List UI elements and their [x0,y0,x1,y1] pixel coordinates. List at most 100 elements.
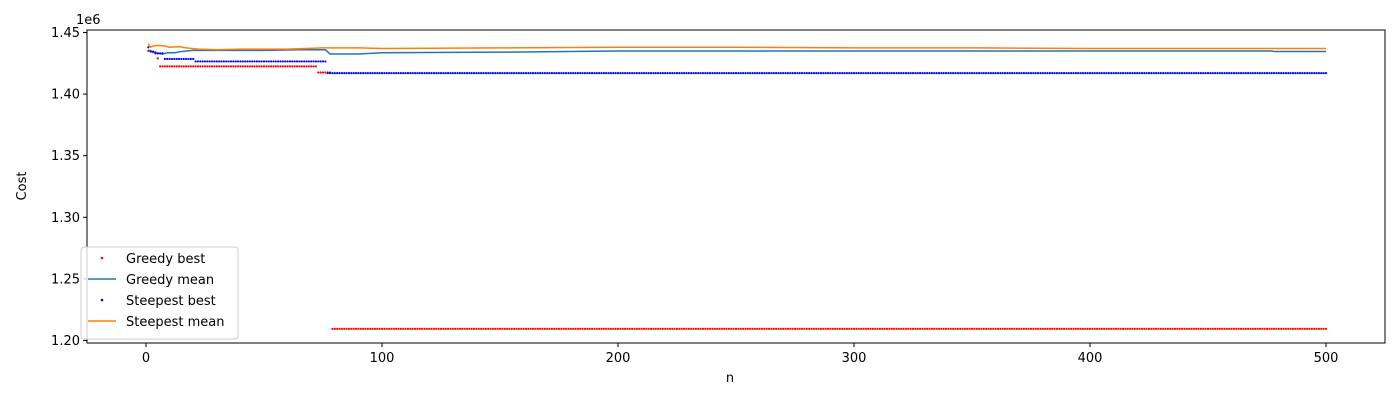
data-point [303,65,306,68]
data-point [255,60,259,63]
legend-point-marker [100,256,104,260]
data-point [1232,72,1236,75]
data-point [1138,327,1141,330]
data-point [574,327,577,330]
data-point [1249,72,1252,75]
data-point [1294,72,1297,75]
data-point [317,71,320,74]
data-point [1291,327,1295,330]
data-point [175,57,178,61]
data-point [291,60,294,63]
data-point [564,72,568,75]
data-point [541,327,544,330]
data-point [572,327,575,330]
data-point [404,327,407,330]
data-point [321,71,325,74]
data-point [888,72,891,75]
data-point [147,46,150,49]
data-point [352,72,355,75]
data-point [867,327,870,330]
data-point [456,72,459,75]
x-tick-label: 300 [842,351,867,366]
data-point [1237,327,1240,330]
data-point [161,65,164,68]
data-point [1275,72,1278,75]
data-point [1117,327,1120,330]
data-point [1046,72,1049,75]
data-point [848,327,851,330]
data-point [1237,72,1240,75]
data-point [838,72,841,75]
data-point [350,327,353,330]
data-point [716,72,719,75]
data-point [1110,72,1113,75]
data-point [555,327,558,330]
data-point [987,72,990,75]
data-point [215,65,218,68]
data-point [418,72,421,75]
data-point [1261,327,1264,330]
data-point [746,327,749,330]
data-point [225,65,228,68]
data-point [1105,72,1108,75]
data-point [723,72,726,75]
data-point [803,72,806,75]
data-point [647,72,650,75]
data-point [805,327,808,330]
data-point [916,327,919,330]
data-point [307,65,310,68]
data-point [942,327,945,330]
data-point [734,72,738,75]
data-point [921,327,924,330]
data-point [1131,72,1134,75]
data-point [1136,72,1139,75]
data-point [340,72,343,75]
data-point [246,60,249,63]
x-tick-label: 500 [1314,351,1339,366]
data-point [966,72,969,75]
data-point [862,327,865,330]
data-point [1084,327,1087,330]
series-layer [147,43,1328,330]
data-point [286,65,289,68]
data-point [1228,72,1231,75]
data-point [782,327,785,330]
data-point [371,72,374,75]
data-point [678,72,681,75]
data-point [373,72,377,75]
data-point [156,52,159,55]
data-point [635,327,638,330]
data-point [494,72,497,75]
data-point [1124,72,1127,75]
data-point [871,327,874,330]
data-point [1171,327,1174,330]
y-tick-label: 1.40 [51,88,80,103]
data-point [1301,327,1304,330]
data-point [857,327,860,330]
data-point [727,72,731,75]
data-point [1251,72,1254,75]
data-point [1119,327,1122,330]
data-point [560,327,563,330]
data-point [451,327,454,330]
data-point [180,57,183,61]
data-point [303,60,306,63]
data-point [564,327,568,330]
data-point [852,72,856,75]
data-point [307,60,310,63]
data-point [1121,327,1125,330]
data-point [758,327,761,330]
data-point [890,327,893,330]
data-point [1289,72,1292,75]
data-point [333,72,336,75]
data-point [1032,327,1035,330]
data-point [272,65,275,68]
data-point [208,65,211,68]
data-point [1287,72,1290,75]
data-point [423,72,426,75]
data-point [524,72,528,75]
data-point [973,72,976,75]
data-point [173,57,176,61]
data-point [1296,72,1299,75]
data-point [262,65,266,68]
